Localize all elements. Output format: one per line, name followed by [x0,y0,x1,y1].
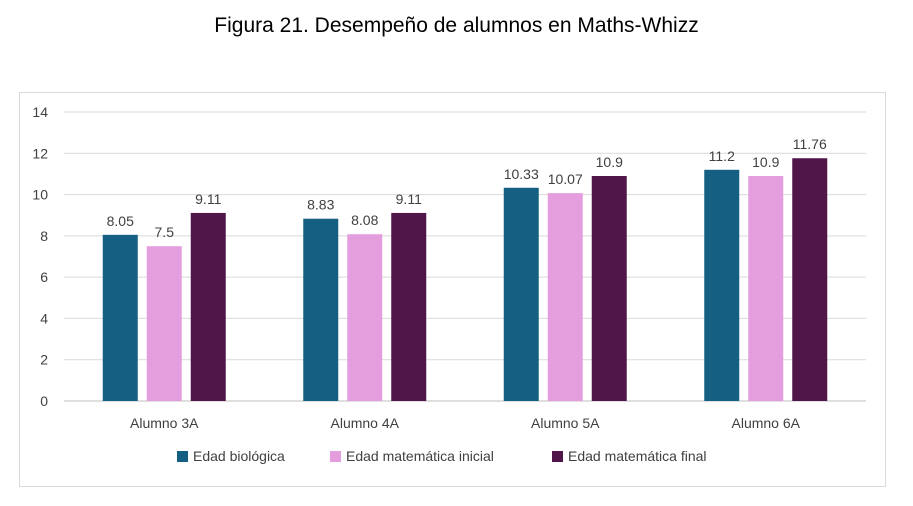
bar [591,175,627,401]
data-label: 10.9 [752,154,779,170]
bar [748,175,784,401]
y-tick-label: 0 [40,393,48,409]
gridlines [64,111,866,402]
legend: Edad biológica Edad matemática inicial Eda… [177,448,707,464]
bar [146,246,182,401]
y-tick-label: 2 [40,352,48,368]
y-tick-label: 8 [40,228,48,244]
y-tick-label: 14 [32,104,48,120]
x-category-label: Alumno 6A [732,415,801,431]
legend-swatch [330,451,341,462]
y-tick-label: 4 [40,310,48,326]
data-label: 10.33 [504,166,539,182]
x-category-label: Alumno 3A [130,415,199,431]
legend-label: Edad matemática inicial [346,448,494,464]
y-tick-label: 10 [32,187,48,203]
y-axis-ticks: 0 2 4 6 8 10 12 14 [32,104,48,409]
y-tick-label: 12 [32,145,48,161]
x-category-label: Alumno 5A [531,415,600,431]
bar [303,218,339,401]
bar [547,193,583,401]
data-label: 8.05 [107,213,134,229]
legend-label: Edad matemática final [568,448,707,464]
bar [347,234,383,401]
y-tick-label: 6 [40,269,48,285]
data-label: 8.83 [307,197,334,213]
legend-swatch [552,451,563,462]
data-label: 9.11 [396,191,422,207]
data-label: 10.9 [596,154,623,170]
data-label: 8.08 [351,212,378,228]
x-category-label: Alumno 4A [331,415,400,431]
data-label: 9.11 [195,191,221,207]
data-label: 11.2 [709,148,735,164]
data-label: 10.07 [548,171,583,187]
data-label: 7.5 [155,224,175,240]
x-axis-categories: Alumno 3A Alumno 4A Alumno 5A Alumno 6A [130,415,801,431]
figure-title: Figura 21. Desempeño de alumnos en Maths… [214,14,699,37]
bar [391,212,427,401]
bar [503,187,539,401]
bar [704,169,740,401]
data-label: 11.76 [793,136,827,152]
bar [190,212,226,401]
bars [102,158,828,401]
data-labels: 8.05 7.5 9.11 8.83 8.08 9.11 10.33 10.07 10.9 11.… [107,136,827,240]
bar [102,234,138,401]
bar [792,158,828,401]
legend-label: Edad biológica [193,448,285,464]
legend-swatch [177,451,188,462]
